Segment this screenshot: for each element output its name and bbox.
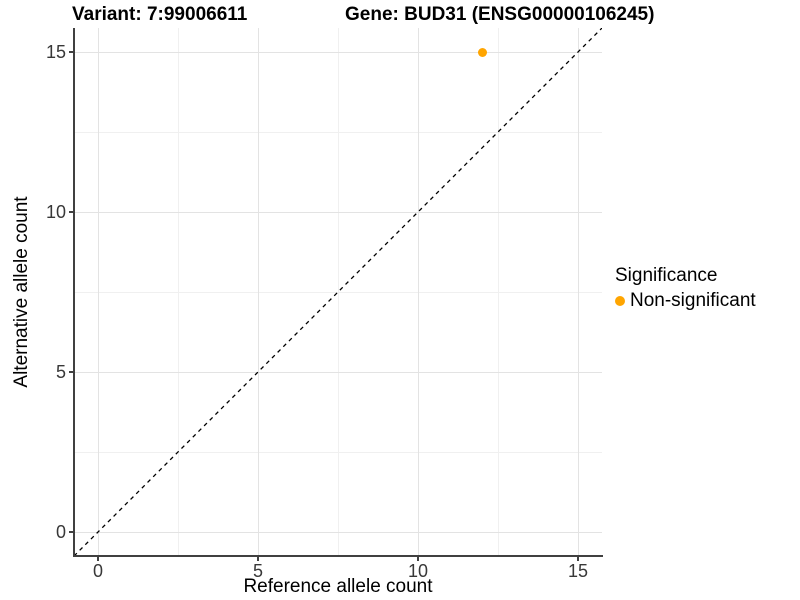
major-gridline-horizontal bbox=[74, 51, 602, 53]
x-axis-tick bbox=[97, 556, 99, 561]
y-tick-label: 15 bbox=[45, 42, 66, 62]
legend-item: Non-significant bbox=[615, 290, 756, 312]
y-axis-line bbox=[73, 28, 75, 557]
y-tick-label: 5 bbox=[55, 362, 66, 382]
identity-reference-line bbox=[74, 28, 602, 556]
major-gridline-horizontal bbox=[74, 531, 602, 533]
major-gridline-horizontal bbox=[74, 371, 602, 373]
major-gridline-vertical bbox=[97, 28, 99, 556]
y-tick-label: 10 bbox=[45, 202, 66, 222]
major-gridline-vertical bbox=[257, 28, 259, 556]
minor-gridline-horizontal bbox=[74, 451, 602, 453]
x-tick-label: 5 bbox=[252, 561, 263, 581]
legend: Significance Non-significant bbox=[615, 265, 756, 312]
major-gridline-vertical bbox=[417, 28, 419, 556]
y-axis-title: Alternative allele count bbox=[11, 196, 32, 388]
x-tick-label: 15 bbox=[567, 561, 589, 581]
legend-dot-icon bbox=[615, 296, 625, 306]
y-axis-tick bbox=[68, 211, 74, 213]
legend-item-label: Non-significant bbox=[630, 290, 756, 311]
x-axis-tick bbox=[257, 556, 259, 561]
data-point bbox=[477, 47, 487, 57]
x-axis-title: Reference allele count bbox=[243, 576, 433, 597]
y-tick-label: 0 bbox=[55, 522, 66, 542]
legend-title: Significance bbox=[615, 265, 718, 286]
major-gridline-vertical bbox=[577, 28, 579, 556]
y-axis-tick bbox=[68, 371, 74, 373]
x-axis-tick bbox=[417, 556, 419, 561]
major-gridline-horizontal bbox=[74, 211, 602, 213]
x-tick-label: 0 bbox=[92, 561, 103, 581]
x-tick-label: 10 bbox=[407, 561, 429, 581]
gene-title: Gene: BUD31 (ENSG00000106245) bbox=[345, 4, 655, 25]
minor-gridline-horizontal bbox=[74, 291, 602, 293]
minor-gridline-horizontal bbox=[74, 131, 602, 133]
variant-title: Variant: 7:99006611 bbox=[72, 4, 248, 25]
y-axis-tick bbox=[68, 531, 74, 533]
x-axis-line bbox=[73, 555, 603, 557]
plot-panel bbox=[74, 28, 602, 556]
y-axis-tick bbox=[68, 51, 74, 53]
x-axis-tick bbox=[577, 556, 579, 561]
